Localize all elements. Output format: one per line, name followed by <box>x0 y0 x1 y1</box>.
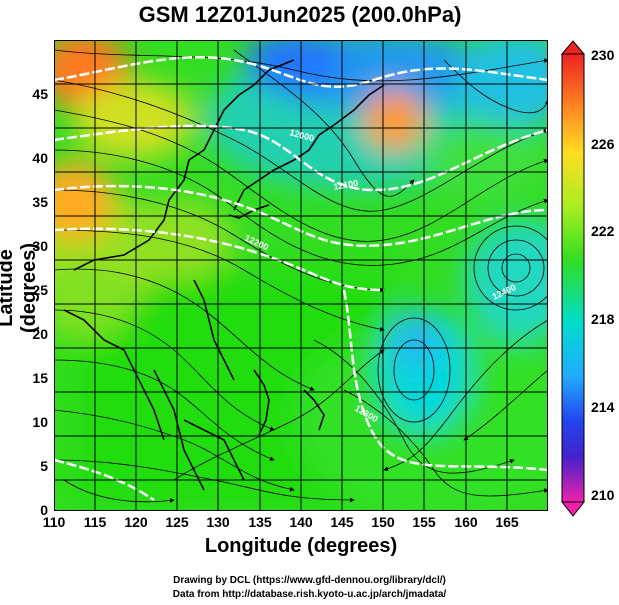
colorbar-bottom-arrow <box>560 501 586 517</box>
y-tick-label: 25 <box>32 282 48 298</box>
colorbar-tick-label: 214 <box>591 399 615 415</box>
x-tick-label: 135 <box>248 514 272 530</box>
y-tick-label: 35 <box>32 194 48 210</box>
x-tick-label: 120 <box>124 514 148 530</box>
credit-data: Data from http://database.rish.kyoto-u.a… <box>172 589 447 600</box>
y-tick-label: 10 <box>32 414 48 430</box>
colorbar-tick-label: 210 <box>591 487 615 503</box>
y-tick-label: 40 <box>32 150 48 166</box>
y-tick-label: 30 <box>32 238 48 254</box>
x-tick-label: 140 <box>289 514 313 530</box>
streamlines <box>54 49 548 503</box>
colorbar-tick-label: 230 <box>591 47 615 63</box>
lat-lon-grid <box>54 40 548 511</box>
x-tick-label: 130 <box>206 514 230 530</box>
x-tick-label: 145 <box>330 514 354 530</box>
colorbar-top-arrow <box>560 40 586 55</box>
x-tick-label: 155 <box>412 514 436 530</box>
y-tick-label: 15 <box>32 370 48 386</box>
x-tick-label: 110 <box>42 514 66 530</box>
colorbar-tick-label: 226 <box>591 136 615 152</box>
x-tick-label: 150 <box>371 514 395 530</box>
colorbar <box>560 40 586 517</box>
chart-title: GSM 12Z01Jun2025 (200.0hPa) <box>138 2 462 27</box>
y-tick-label: 0 <box>40 502 48 518</box>
x-tick-label: 125 <box>165 514 189 530</box>
map-plot-area: 12000 12100 12200 12300 12400 <box>54 40 548 511</box>
x-tick-label: 160 <box>454 514 478 530</box>
colorbar-tick-label: 222 <box>591 223 615 239</box>
x-tick-label: 115 <box>83 514 107 530</box>
x-tick-label: 165 <box>495 514 519 530</box>
contour-label: 12100 <box>333 178 359 192</box>
colorbar-tick-label: 218 <box>591 311 615 327</box>
coastlines <box>63 59 385 491</box>
x-axis-label: Longitude (degrees) <box>204 535 398 557</box>
credit-drawing: Drawing by DCL (https://www.gfd-dennou.o… <box>173 575 446 586</box>
colorbar-gradient <box>561 53 585 503</box>
y-tick-label: 45 <box>32 86 48 102</box>
map-canvas: 12000 12100 12200 12300 12400 <box>54 40 548 511</box>
y-tick-label: 5 <box>40 458 48 474</box>
y-tick-label: 20 <box>32 326 48 342</box>
